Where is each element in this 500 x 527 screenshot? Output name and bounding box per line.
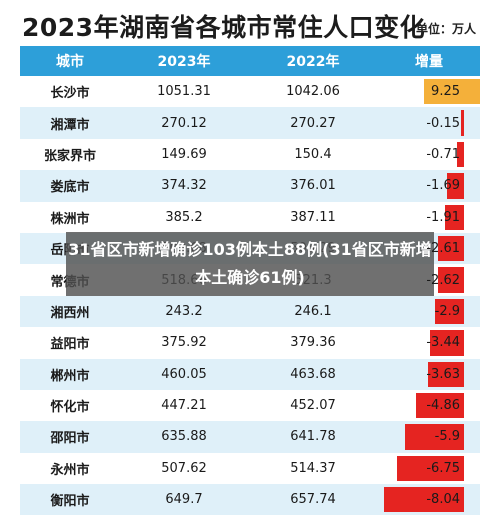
city-cell: 永州市	[20, 452, 120, 485]
increase-cell: -0.71	[378, 138, 480, 171]
increase-cell: -1.69	[378, 170, 480, 202]
increase-value: -0.15	[426, 115, 460, 131]
value-2022-cell: 376.01	[248, 170, 378, 202]
increase-cell: -5.9	[378, 421, 480, 453]
increase-value: -1.69	[426, 178, 460, 194]
column-header-2022: 2022年	[248, 46, 378, 76]
value-2022-cell: 387.11	[248, 201, 378, 233]
value-2022-cell: 379.36	[248, 327, 378, 359]
increase-cell: -8.04	[378, 484, 480, 516]
table-row: 怀化市 447.21 452.07 -4.86	[20, 389, 480, 422]
unit-label: 单位：万人	[415, 22, 476, 36]
value-2022-cell: 270.27	[248, 107, 378, 139]
increase-value: -2.9	[434, 303, 460, 319]
table-row: 张家界市 149.69 150.4 -0.71	[20, 138, 480, 171]
city-cell: 株洲市	[20, 201, 120, 233]
table-row: 长沙市 1051.31 1042.06 9.25	[20, 76, 480, 108]
value-2023-cell: 375.92	[120, 327, 248, 359]
increase-bar	[437, 267, 464, 293]
city-cell: 邵阳市	[20, 421, 120, 453]
increase-cell: -6.75	[378, 452, 480, 485]
increase-bar	[427, 361, 464, 387]
table-row: 永州市 507.62 514.37 -6.75	[20, 452, 480, 485]
news-overlay-banner: 31省区市新增确诊103例本土88例(31省区市新增本土确诊61例)	[66, 232, 434, 296]
value-2023-cell: 1051.31	[120, 76, 248, 108]
increase-value: -1.91	[426, 209, 460, 225]
city-cell: 湘西州	[20, 295, 120, 328]
value-2023-cell: 374.32	[120, 170, 248, 202]
value-2023-cell: 243.2	[120, 295, 248, 328]
value-2022-cell: 150.4	[248, 138, 378, 171]
value-2023-cell: 649.7	[120, 484, 248, 516]
value-2023-cell: 635.88	[120, 421, 248, 453]
city-cell: 娄底市	[20, 170, 120, 202]
value-2022-cell: 641.78	[248, 421, 378, 453]
title-bar: 2023年湖南省各城市常住人口变化 单位：万人	[0, 0, 500, 48]
increase-value: -2.61	[426, 241, 460, 257]
increase-cell: -1.91	[378, 201, 480, 233]
increase-cell: -3.44	[378, 327, 480, 359]
column-header-city: 城市	[20, 46, 120, 76]
increase-bar	[405, 424, 464, 450]
table-row: 益阳市 375.92 379.36 -3.44	[20, 327, 480, 359]
city-cell: 湘潭市	[20, 107, 120, 139]
increase-bar	[456, 141, 464, 168]
column-header-2023: 2023年	[120, 46, 248, 76]
increase-value: -4.86	[426, 398, 460, 414]
table-row: 郴州市 460.05 463.68 -3.63	[20, 358, 480, 390]
value-2023-cell: 385.2	[120, 201, 248, 233]
increase-bar	[438, 235, 464, 262]
city-cell: 益阳市	[20, 327, 120, 359]
increase-value: -6.75	[426, 460, 460, 476]
table-row: 湘西州 243.2 246.1 -2.9	[20, 295, 480, 328]
column-header-increase: 增量	[378, 46, 480, 76]
increase-bar	[447, 173, 464, 199]
value-2022-cell: 246.1	[248, 295, 378, 328]
table-row: 湘潭市 270.12 270.27 -0.15	[20, 107, 480, 139]
value-2023-cell: 507.62	[120, 452, 248, 485]
value-2023-cell: 270.12	[120, 107, 248, 139]
increase-value: -8.04	[426, 492, 460, 508]
city-cell: 郴州市	[20, 358, 120, 390]
increase-value: -2.62	[426, 272, 460, 288]
table-header-row: 城市 2023年 2022年 增量	[20, 46, 480, 76]
city-cell: 长沙市	[20, 76, 120, 108]
increase-cell: -0.15	[378, 107, 480, 139]
increase-cell: -2.9	[378, 295, 480, 328]
city-cell: 张家界市	[20, 138, 120, 171]
page-title: 2023年湖南省各城市常住人口变化	[22, 13, 426, 42]
increase-bar	[461, 110, 464, 136]
increase-bar	[435, 298, 464, 325]
value-2022-cell: 452.07	[248, 389, 378, 422]
increase-cell: -3.63	[378, 358, 480, 390]
increase-value: -3.44	[426, 335, 460, 351]
table-row: 衡阳市 649.7 657.74 -8.04	[20, 484, 480, 516]
increase-bar	[424, 79, 480, 105]
increase-cell: -4.86	[378, 389, 480, 422]
increase-value: -3.63	[426, 366, 460, 382]
increase-bar	[415, 392, 464, 419]
increase-value: 9.25	[431, 84, 460, 100]
value-2023-cell: 460.05	[120, 358, 248, 390]
increase-bar	[444, 204, 464, 230]
table-body: 长沙市 1051.31 1042.06 9.25 湘潭市 270.12 270.27 -0.1…	[20, 76, 480, 516]
increase-value: -5.9	[434, 429, 460, 445]
value-2023-cell: 149.69	[120, 138, 248, 171]
table-row: 株洲市 385.2 387.11 -1.91	[20, 201, 480, 233]
table-row: 邵阳市 635.88 641.78 -5.9	[20, 421, 480, 453]
value-2022-cell: 657.74	[248, 484, 378, 516]
value-2022-cell: 463.68	[248, 358, 378, 390]
increase-bar	[396, 455, 464, 482]
table-row: 娄底市 374.32 376.01 -1.69	[20, 170, 480, 202]
value-2023-cell: 447.21	[120, 389, 248, 422]
value-2022-cell: 1042.06	[248, 76, 378, 108]
city-cell: 怀化市	[20, 389, 120, 422]
population-table: 城市 2023年 2022年 增量 长沙市 1051.31 1042.06 9.25 湘…	[20, 46, 480, 516]
increase-bar	[429, 330, 464, 356]
increase-cell: 9.25	[378, 76, 480, 108]
value-2022-cell: 514.37	[248, 452, 378, 485]
increase-bar	[384, 487, 464, 513]
city-cell: 衡阳市	[20, 484, 120, 516]
increase-value: -0.71	[426, 146, 460, 162]
